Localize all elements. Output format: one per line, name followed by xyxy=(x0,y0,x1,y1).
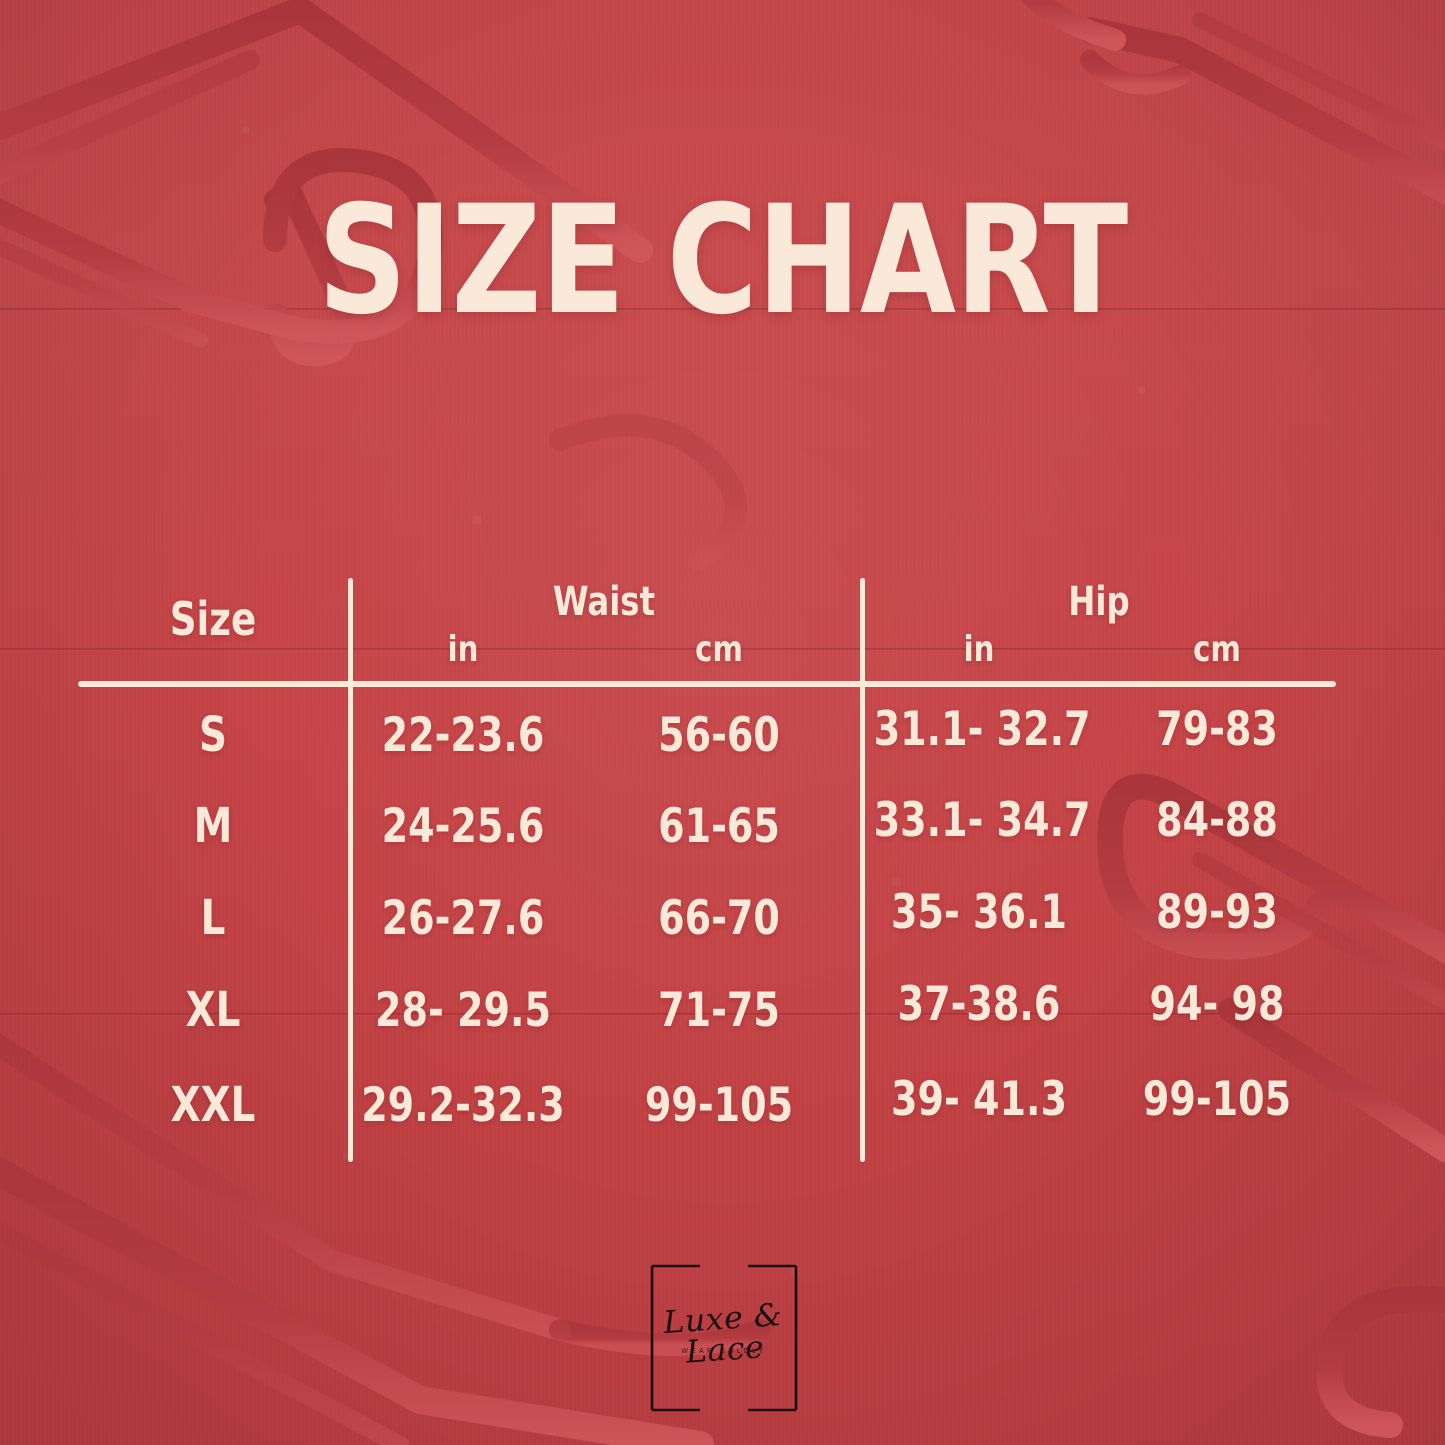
table-row: L xyxy=(200,890,226,946)
subheader-waist-cm: cm xyxy=(695,629,743,670)
group-header-hip: Hip xyxy=(1068,579,1130,625)
subheader-hip-in: in xyxy=(963,629,995,670)
table-row: 84-88 xyxy=(1156,793,1278,848)
table-row: 56-60 xyxy=(658,708,780,763)
table-row: 33.1- 34.7 xyxy=(873,793,1091,848)
group-header-waist: Waist xyxy=(552,579,656,625)
table-row: 39- 41.3 xyxy=(891,1072,1067,1127)
subheader-waist-in: in xyxy=(447,629,479,670)
table-row: 71-75 xyxy=(658,983,780,1038)
table-row: 22-23.6 xyxy=(381,708,545,763)
column-divider-waist xyxy=(348,578,353,1162)
table-row: 35- 36.1 xyxy=(891,885,1067,940)
table-row: 24-25.6 xyxy=(381,799,545,854)
logo-brand-name: Luxe & Lace xyxy=(662,1296,784,1371)
table-row: 31.1- 32.7 xyxy=(873,702,1091,757)
brand-logo: Luxe & Lace WEAR BOLDLY xyxy=(648,1262,800,1414)
logo-frame-icon xyxy=(650,1264,798,1412)
subheader-hip-cm: cm xyxy=(1193,629,1241,670)
table-row: 28- 29.5 xyxy=(375,983,551,1038)
column-header-size: Size xyxy=(169,592,257,646)
header-rule xyxy=(78,681,1336,687)
table-row: 99-105 xyxy=(644,1078,794,1133)
table-row: 29.2-32.3 xyxy=(361,1078,565,1133)
table-row: XL xyxy=(185,982,241,1038)
logo-tagline: WEAR BOLDLY xyxy=(681,1348,767,1355)
table-row: 37-38.6 xyxy=(897,977,1061,1032)
table-row: 94- 98 xyxy=(1149,977,1285,1032)
table-row: 79-83 xyxy=(1156,702,1278,757)
column-divider-hip xyxy=(860,578,865,1162)
table-row: M xyxy=(193,798,233,854)
page-title: SIZE CHART xyxy=(317,174,1129,348)
table-row: 61-65 xyxy=(658,799,780,854)
table-row: S xyxy=(198,707,227,763)
table-row: 99-105 xyxy=(1142,1072,1292,1127)
table-row: 89-93 xyxy=(1156,885,1278,940)
table-row: 26-27.6 xyxy=(381,891,545,946)
table-row: XXL xyxy=(170,1077,256,1133)
table-row: 66-70 xyxy=(658,891,780,946)
